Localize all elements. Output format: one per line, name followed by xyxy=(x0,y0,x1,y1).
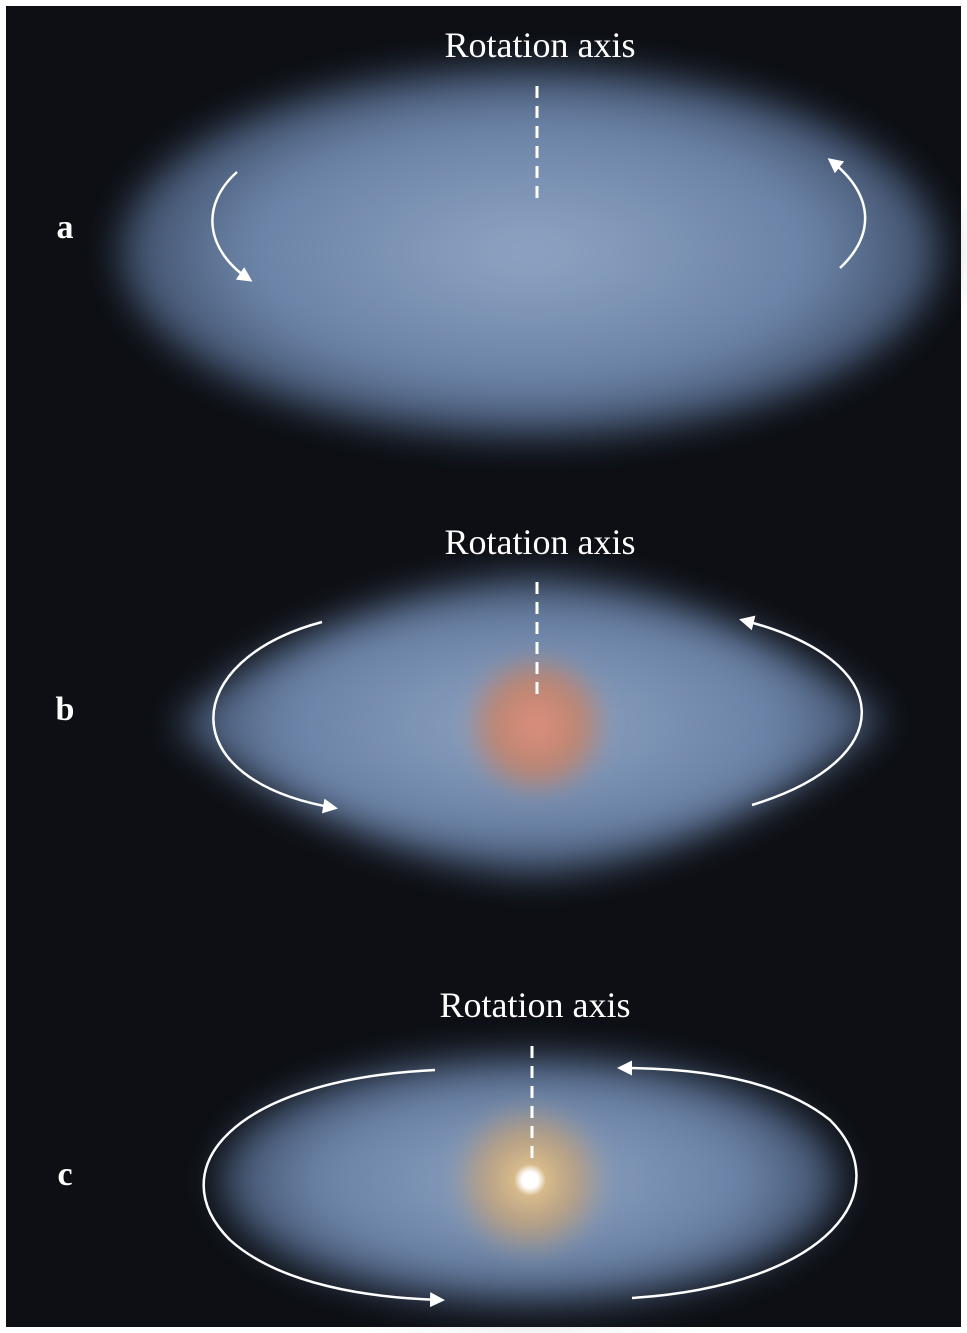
rotation-arrow xyxy=(827,158,867,269)
rotation-arrow xyxy=(739,615,863,807)
protostar-core xyxy=(462,650,612,800)
axis-label: Rotation axis xyxy=(445,25,636,65)
panel-b: Rotation axis b xyxy=(56,522,885,875)
panel-a: Rotation axis a xyxy=(57,25,940,437)
panel-label: b xyxy=(56,691,75,728)
axis-label: Rotation axis xyxy=(440,985,631,1025)
cloud xyxy=(120,67,940,437)
panel-c: Rotation axis c xyxy=(57,985,858,1308)
rotation-arrow xyxy=(212,620,338,814)
rotation-arrow xyxy=(202,1068,445,1308)
protostar xyxy=(514,1164,546,1196)
panel-label: a xyxy=(57,209,74,246)
panel-label: c xyxy=(57,1156,72,1193)
rotation-arrow xyxy=(617,1060,858,1300)
rotation-arrow xyxy=(211,171,253,282)
axis-label: Rotation axis xyxy=(445,522,636,562)
